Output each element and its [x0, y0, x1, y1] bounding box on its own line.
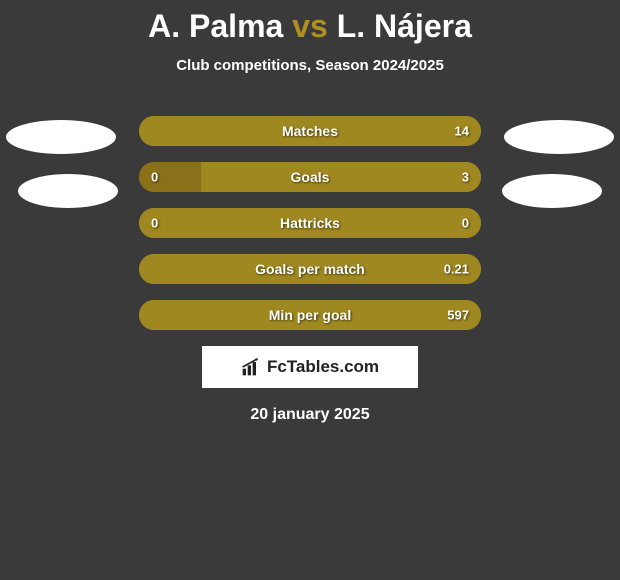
subtitle: Club competitions, Season 2024/2025	[0, 57, 620, 74]
date-label: 20 january 2025	[0, 406, 620, 424]
player1-name: A. Palma	[148, 8, 283, 44]
stat-label: Goals per match	[139, 261, 481, 277]
stat-bar: Min per goal597	[139, 300, 481, 330]
stat-value-right: 0.21	[444, 262, 469, 277]
comparison-widget: A. Palma vs L. Nájera Club competitions,…	[0, 0, 620, 424]
stat-value-left: 0	[151, 216, 158, 231]
bar-chart-icon	[241, 357, 261, 377]
stat-bar: Hattricks0 0	[139, 208, 481, 238]
player1-club-avatar	[18, 174, 118, 208]
stat-value-left: 0	[151, 170, 158, 185]
stat-label: Min per goal	[139, 307, 481, 323]
stat-bar: Goals per match0.21	[139, 254, 481, 284]
stat-label: Matches	[139, 123, 481, 139]
player2-avatar	[504, 120, 614, 154]
stat-label: Hattricks	[139, 215, 481, 231]
player2-club-avatar	[502, 174, 602, 208]
player1-avatar	[6, 120, 116, 154]
page-title: A. Palma vs L. Nájera	[0, 8, 620, 45]
stat-value-right: 0	[462, 216, 469, 231]
stat-value-right: 597	[447, 308, 469, 323]
logo-text: FcTables.com	[267, 357, 379, 377]
fctables-logo[interactable]: FcTables.com	[202, 346, 418, 388]
player2-name: L. Nájera	[337, 8, 472, 44]
stats-bars: Matches14Goals03Hattricks00Goals per mat…	[139, 116, 481, 330]
vs-text: vs	[292, 8, 328, 44]
stat-value-right: 3	[462, 170, 469, 185]
stat-value-right: 14	[455, 124, 469, 139]
stat-bar: Matches14	[139, 116, 481, 146]
stat-bar: Goals0 3	[139, 162, 481, 192]
stat-label: Goals	[139, 169, 481, 185]
